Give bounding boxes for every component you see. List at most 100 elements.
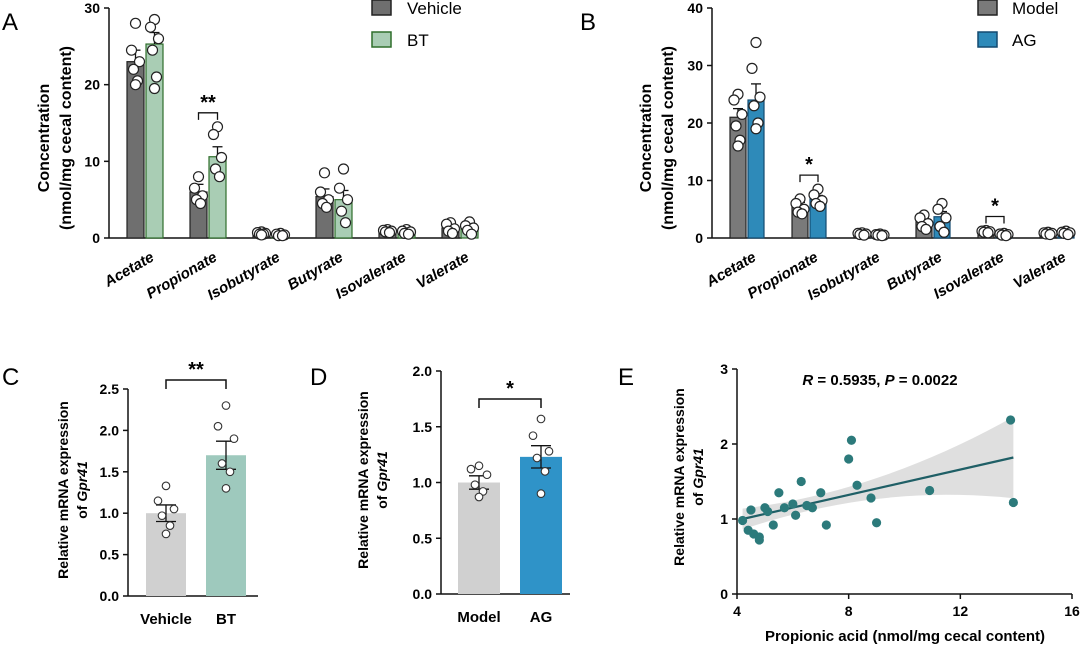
significance-bracket bbox=[985, 215, 1005, 224]
data-point bbox=[796, 208, 808, 220]
data-point bbox=[938, 226, 950, 238]
y-tick-label: 0.0 bbox=[100, 588, 120, 604]
scatter-point bbox=[746, 505, 756, 515]
data-point bbox=[221, 401, 231, 410]
data-point bbox=[876, 230, 888, 242]
y-tick-label: 1.0 bbox=[100, 505, 120, 521]
panel-e-ylabel-gene: Gpr41 bbox=[690, 448, 706, 489]
data-point bbox=[318, 167, 331, 179]
data-point bbox=[466, 464, 476, 474]
panel-c-ylabel-line2: of Gpr41 bbox=[74, 461, 90, 519]
y-tick-label: 1.5 bbox=[413, 419, 433, 435]
significance-marker: * bbox=[506, 378, 514, 400]
scatter-point bbox=[1008, 497, 1018, 508]
x-tick-label: 4 bbox=[733, 603, 741, 619]
data-point bbox=[146, 44, 159, 56]
panel-c-label: C bbox=[2, 364, 19, 391]
y-tick-label: 2.0 bbox=[100, 422, 120, 438]
scatter-point bbox=[737, 515, 748, 526]
significance-bracket bbox=[197, 112, 219, 120]
y-tick-label: 0.0 bbox=[413, 586, 433, 602]
scatter-point bbox=[768, 520, 778, 530]
data-point bbox=[335, 205, 348, 217]
data-point bbox=[383, 227, 396, 239]
data-point bbox=[532, 453, 542, 463]
panel-a-label: A bbox=[2, 9, 18, 36]
data-point bbox=[129, 17, 142, 29]
panel-d: D Relative mRNA expression of Gpr41 0.0 0… bbox=[310, 363, 570, 626]
panel-e-label: E bbox=[618, 364, 634, 391]
scatter-point bbox=[852, 480, 862, 490]
legend-swatch-model bbox=[977, 0, 998, 16]
data-point bbox=[402, 228, 415, 240]
panel-e-ylabel-line2: of Gpr41 bbox=[690, 448, 706, 506]
x-category-label: Model bbox=[457, 609, 500, 626]
data-point bbox=[536, 489, 546, 499]
data-point bbox=[1044, 228, 1056, 241]
scatter-point bbox=[846, 435, 857, 445]
panel-e-ylabel-prefix: of bbox=[690, 489, 706, 506]
data-point bbox=[754, 91, 766, 103]
stat-p-value: = 0.0022 bbox=[895, 372, 958, 389]
y-tick-label: 0.5 bbox=[100, 547, 120, 563]
panel-d-ylabel-gene: Gpr41 bbox=[374, 451, 390, 492]
x-tick-label: 16 bbox=[1064, 603, 1080, 619]
data-point bbox=[341, 194, 354, 206]
y-tick-label: 2.0 bbox=[413, 363, 433, 379]
panel-e-ylabel-line1: Relative mRNA expression bbox=[671, 388, 687, 566]
data-point bbox=[982, 227, 994, 239]
data-point bbox=[732, 140, 744, 152]
y-tick-label: 20 bbox=[687, 115, 703, 131]
scatter-point bbox=[807, 503, 817, 513]
y-tick-label: 20 bbox=[84, 77, 100, 93]
x-tick-label: 12 bbox=[953, 603, 969, 619]
data-point bbox=[161, 529, 171, 539]
data-point bbox=[536, 414, 546, 424]
x-category-label: BT bbox=[216, 611, 236, 628]
panel-b-label: B bbox=[580, 9, 596, 36]
x-tick-label: 8 bbox=[845, 603, 853, 619]
data-point bbox=[217, 459, 227, 468]
y-tick-label: 40 bbox=[687, 0, 703, 16]
y-tick-label: 0 bbox=[720, 586, 728, 602]
data-point bbox=[148, 82, 161, 95]
data-point bbox=[153, 496, 163, 506]
data-point bbox=[133, 56, 146, 68]
data-point bbox=[188, 182, 201, 194]
panel-a: A Concentration (nmol/mg cecal content) … bbox=[2, 0, 480, 304]
data-point bbox=[528, 431, 538, 441]
data-point bbox=[814, 200, 826, 212]
panel-c-ylabel-prefix: of bbox=[74, 502, 90, 519]
data-point bbox=[165, 521, 175, 530]
data-point bbox=[213, 421, 223, 431]
confidence-band bbox=[742, 416, 1014, 530]
significance-marker: * bbox=[991, 196, 999, 218]
stat-p-symbol: P bbox=[885, 372, 896, 389]
data-point bbox=[736, 108, 748, 120]
data-point bbox=[129, 79, 142, 91]
data-point bbox=[482, 470, 492, 480]
data-point bbox=[474, 492, 484, 502]
scatter-point bbox=[1005, 415, 1016, 425]
panel-c: C Relative mRNA expression of Gpr41 0.0 0… bbox=[2, 359, 258, 628]
scatter-point bbox=[844, 454, 854, 464]
x-category-label: Vehicle bbox=[140, 611, 192, 628]
y-tick-label: 0.5 bbox=[413, 530, 433, 546]
data-point bbox=[728, 94, 740, 106]
significance-bracket bbox=[799, 174, 819, 183]
panel-b-ylabel-line2: (nmol/mg cecal content) bbox=[660, 46, 677, 230]
data-point bbox=[225, 467, 235, 477]
data-point bbox=[474, 461, 484, 471]
data-point bbox=[150, 71, 163, 83]
legend-label-model: Model bbox=[1012, 0, 1058, 18]
bar bbox=[206, 455, 246, 596]
scatter-point bbox=[788, 499, 798, 509]
data-point bbox=[125, 44, 138, 56]
x-category-label: Isovalerate bbox=[931, 249, 1007, 303]
data-point bbox=[1062, 228, 1074, 241]
panel-d-ylabel-prefix: of bbox=[374, 492, 390, 509]
panel-d-ylabel-line2: of Gpr41 bbox=[374, 451, 390, 509]
legend-label-vehicle: Vehicle bbox=[407, 0, 462, 18]
y-tick-label: 0 bbox=[92, 230, 100, 246]
